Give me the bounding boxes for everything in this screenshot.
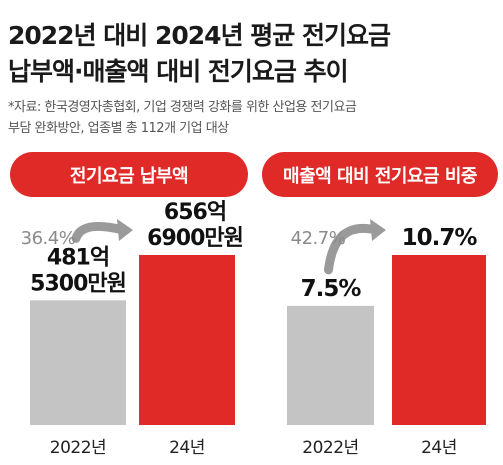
x-tick-1-0: 2022년 [302, 438, 358, 458]
bar-1-0 [287, 305, 374, 425]
x-tick-0-1: 24년 [169, 438, 205, 458]
data-label-0-0-0: 481억 [47, 245, 109, 270]
change-label-0: 36.4% [21, 228, 76, 249]
bar-1-1 [392, 255, 486, 425]
chart-title-ratio: 매출액 대비 전기요금 비중 [262, 152, 498, 197]
source-note-line2: 부담 완화방안, 업종별 총 112개 기업 대상 [8, 121, 229, 136]
x-tick-0-0: 2022년 [50, 438, 106, 458]
data-label-1-1-0: 10.7% [402, 225, 478, 251]
page-title-line2: 납부액·매출액 대비 전기요금 추이 [8, 57, 349, 86]
chart-title-payment: 전기요금 납부액 [10, 152, 248, 197]
data-label-1-0-0: 7.5% [301, 276, 362, 302]
change-arrowhead-1 [370, 219, 386, 241]
data-label-0-0-1: 5300만원 [30, 271, 126, 296]
source-note-line1: *자료: 한국경영자총협회, 기업 경쟁력 강화를 위한 산업용 전기요금 [8, 100, 357, 115]
data-label-0-1-0: 656억 [164, 200, 226, 225]
x-tick-1-1: 24년 [421, 438, 457, 458]
change-label-1: 42.7% [291, 228, 346, 249]
change-arrowhead-0 [117, 219, 133, 241]
data-label-0-1-1: 6900만원 [147, 226, 243, 251]
page-title-line1: 2022년 대비 2024년 평균 전기요금 [8, 21, 391, 50]
bar-0-1 [139, 255, 235, 425]
bar-0-0 [30, 300, 126, 425]
change-arrow-1 [324, 223, 381, 275]
change-arrow-0 [71, 221, 128, 243]
